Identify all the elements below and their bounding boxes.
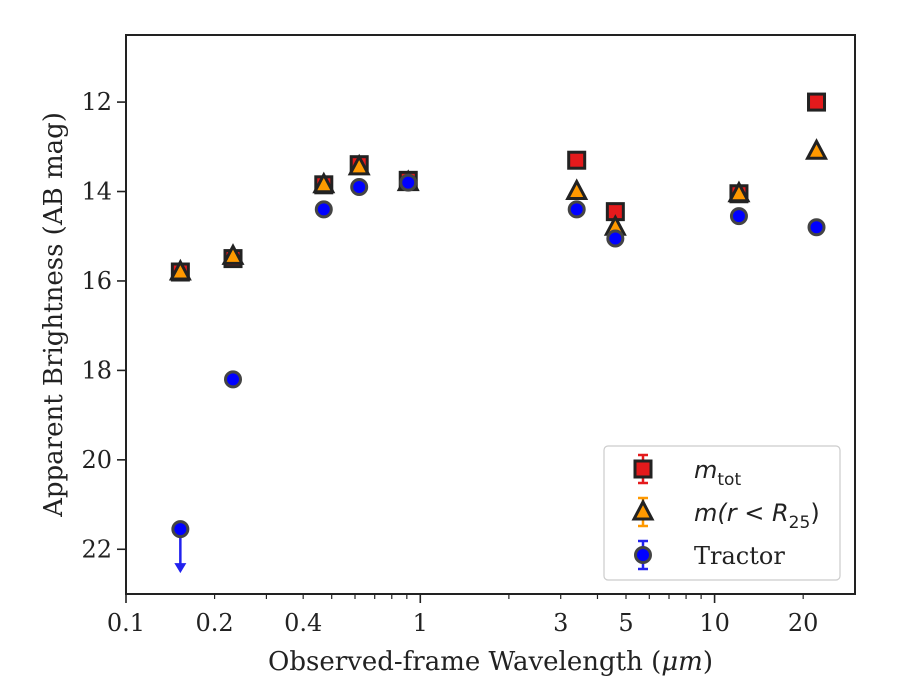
data-point-triangle — [221, 243, 245, 265]
series-square-marks — [170, 92, 827, 282]
y-tick-label: 18 — [81, 356, 112, 384]
x-tick-label: 3 — [553, 609, 568, 637]
x-tick-label: 5 — [618, 609, 633, 637]
x-axis-label-close: ) — [703, 647, 713, 677]
data-point-triangle — [347, 153, 371, 176]
data-point-square — [567, 150, 587, 170]
legend-marker-triangle — [631, 498, 655, 521]
y-tick-label: 22 — [81, 535, 112, 563]
legend-label-sub: tot — [717, 470, 741, 490]
plot-frame — [125, 34, 856, 595]
legend-marker-square — [633, 459, 653, 479]
data-point-triangle — [565, 178, 589, 201]
data-point-triangle — [168, 258, 192, 281]
data-point-triangle — [727, 180, 751, 203]
data-point-circle — [606, 229, 625, 248]
series-triangle-marks — [168, 138, 829, 281]
data-point-circle — [729, 207, 748, 226]
data-point-circle — [399, 173, 418, 192]
axes: 0.1 0.2 0.4 1 3 5 10 20 12 14 16 18 20 22 Observed-fra… — [39, 34, 856, 677]
data-marks — [168, 92, 829, 574]
legend-label: mtot — [694, 456, 741, 490]
y-tick-label: 20 — [81, 446, 112, 474]
series-circle-marks — [171, 173, 826, 574]
x-axis-label-text: Observed-frame Wavelength ( — [268, 647, 661, 677]
y-tick-label: 14 — [81, 178, 112, 206]
legend-label-sub: 25 — [789, 513, 811, 533]
legend-label-paren: (r < R — [717, 499, 788, 527]
data-point-circle — [314, 200, 333, 219]
y-axis-label: Apparent Brightness (AB mag) — [39, 112, 69, 518]
y-tick-label: 12 — [81, 88, 112, 116]
y-tick-label: 16 — [81, 267, 112, 295]
x-tick-label: 0.4 — [284, 609, 322, 637]
data-point-triangle — [805, 138, 829, 160]
x-axis-label: Observed-frame Wavelength (μm) — [268, 647, 713, 677]
upper-limit-arrow-head — [174, 563, 187, 574]
x-tick-label: 0.2 — [196, 609, 234, 637]
legend-entry-square: mtot — [633, 453, 741, 490]
legend-label-main: m — [694, 456, 717, 484]
data-point-square — [807, 92, 827, 112]
data-point-circle — [224, 370, 243, 389]
x-tick-label: 0.1 — [107, 609, 145, 637]
legend-entry-triangle: m(r < R25) — [631, 496, 820, 533]
data-point-circle — [350, 178, 369, 197]
x-tick-label: 10 — [699, 609, 730, 637]
legend-label-main: Tractor — [694, 542, 785, 570]
legend-label-main: m — [694, 499, 717, 527]
data-point-circle — [171, 520, 190, 539]
x-axis-label-unit: μm — [661, 647, 703, 677]
legend-label: m(r < R25) — [694, 499, 820, 533]
data-point-circle — [807, 218, 826, 237]
legend-box — [603, 445, 841, 581]
legend-marker-circle — [634, 546, 652, 564]
legend-label: Tractor — [694, 542, 785, 570]
x-tick-label: 20 — [788, 609, 819, 637]
data-point-circle — [567, 200, 586, 219]
data-point-triangle — [312, 171, 336, 194]
x-tick-label: 1 — [413, 609, 428, 637]
legend-entry-circle: Tractor — [634, 539, 785, 571]
legend-label-close: ) — [810, 499, 819, 527]
